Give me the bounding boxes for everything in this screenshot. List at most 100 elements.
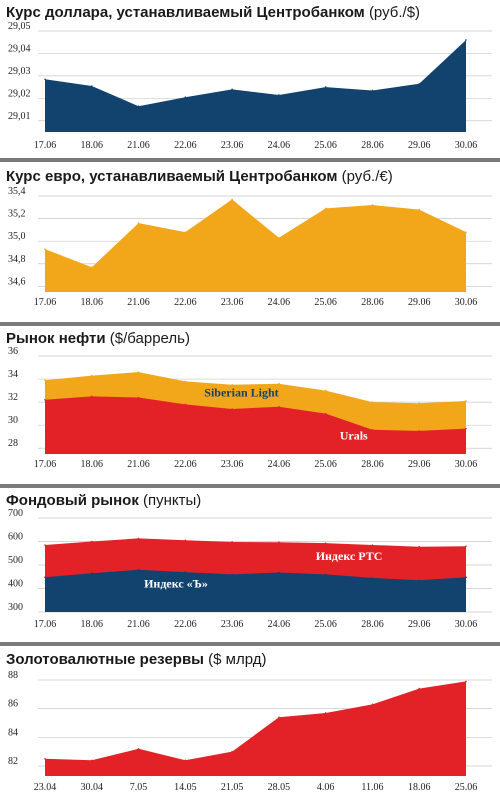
usd-rate-panel: Курс доллара, устанавливаемый Центробанк… bbox=[0, 0, 500, 158]
x-tick-label: 22.06 bbox=[174, 297, 197, 308]
data-point bbox=[324, 389, 327, 392]
data-point bbox=[324, 412, 327, 415]
x-tick-label: 7.05 bbox=[130, 782, 148, 793]
series-area-2 bbox=[45, 396, 466, 454]
data-point bbox=[418, 545, 421, 548]
series-area-1 bbox=[45, 199, 466, 292]
data-point bbox=[44, 78, 46, 81]
data-point bbox=[90, 572, 93, 575]
x-tick-label: 25.06 bbox=[314, 297, 337, 308]
data-point bbox=[418, 430, 421, 432]
x-tick-label: 18.06 bbox=[81, 140, 104, 151]
x-tick-label: 30.06 bbox=[455, 459, 478, 470]
y-tick-label: 29,01 bbox=[8, 111, 31, 122]
y-tick-label: 29,04 bbox=[8, 43, 31, 54]
data-point bbox=[324, 573, 327, 576]
x-tick-label: 18.06 bbox=[408, 782, 431, 793]
x-tick-label: 23.06 bbox=[221, 140, 244, 151]
data-point bbox=[324, 207, 327, 210]
data-point bbox=[465, 576, 467, 579]
panel-divider bbox=[0, 642, 500, 646]
chart-title-main: Золотовалютные резервы bbox=[6, 651, 208, 668]
data-point bbox=[90, 374, 93, 377]
data-point bbox=[278, 236, 280, 239]
data-point bbox=[137, 371, 140, 373]
data-point bbox=[184, 231, 187, 233]
series-label: Индекс «Ъ» bbox=[144, 577, 208, 591]
data-point bbox=[371, 204, 374, 206]
data-point bbox=[44, 248, 46, 250]
data-point bbox=[184, 539, 187, 542]
data-point bbox=[278, 405, 280, 408]
x-tick-label: 14.05 bbox=[174, 782, 197, 793]
chart-title: Курс евро, устанавливаемый Центробанком … bbox=[6, 168, 393, 185]
eur-rate-chart: Курс евро, устанавливаемый Центробанком … bbox=[6, 168, 492, 308]
data-point bbox=[90, 759, 93, 762]
x-tick-label: 23.06 bbox=[221, 459, 244, 470]
y-tick-label: 88 bbox=[8, 670, 18, 681]
data-point bbox=[324, 86, 327, 88]
data-point bbox=[231, 198, 233, 201]
data-point bbox=[278, 541, 280, 544]
data-point bbox=[324, 542, 327, 544]
x-tick-label: 23.06 bbox=[221, 619, 244, 630]
y-tick-label: 700 bbox=[8, 508, 23, 519]
data-point bbox=[465, 39, 467, 41]
data-point bbox=[231, 408, 233, 410]
y-tick-label: 84 bbox=[8, 727, 18, 738]
data-point bbox=[184, 571, 187, 573]
x-tick-label: 29.06 bbox=[408, 140, 431, 151]
stock-market-chart: Фондовый рынок (пункты)700600500400300Ин… bbox=[6, 492, 492, 630]
panel-divider bbox=[0, 322, 500, 326]
data-point bbox=[184, 380, 187, 383]
data-point bbox=[184, 96, 187, 99]
y-tick-label: 400 bbox=[8, 579, 23, 590]
y-tick-label: 600 bbox=[8, 532, 23, 543]
series-area-2 bbox=[45, 569, 466, 612]
y-tick-label: 28 bbox=[8, 438, 18, 449]
y-tick-label: 300 bbox=[8, 602, 23, 613]
y-tick-label: 34,8 bbox=[8, 254, 26, 265]
data-point bbox=[418, 82, 421, 85]
x-tick-label: 30.04 bbox=[81, 782, 104, 793]
x-tick-label: 21.05 bbox=[221, 782, 244, 793]
panel-divider bbox=[0, 484, 500, 488]
x-tick-label: 22.06 bbox=[174, 140, 197, 151]
x-tick-label: 17.06 bbox=[34, 459, 57, 470]
chart-title: Рынок нефти ($/баррель) bbox=[6, 330, 190, 347]
chart-title-unit: (пункты) bbox=[143, 492, 201, 509]
x-tick-label: 30.06 bbox=[455, 297, 478, 308]
data-point bbox=[90, 540, 93, 543]
data-point bbox=[184, 403, 187, 406]
x-tick-label: 23.04 bbox=[34, 782, 57, 793]
chart-title-main: Фондовый рынок bbox=[6, 492, 143, 509]
data-point bbox=[137, 222, 140, 224]
y-tick-label: 32 bbox=[8, 392, 18, 403]
x-tick-label: 24.06 bbox=[268, 459, 291, 470]
x-tick-label: 21.06 bbox=[127, 140, 150, 151]
data-point bbox=[90, 395, 93, 398]
series-label: Urals bbox=[340, 428, 368, 442]
data-point bbox=[324, 712, 327, 714]
data-point bbox=[465, 400, 467, 402]
y-tick-label: 86 bbox=[8, 699, 18, 710]
y-tick-label: 29,03 bbox=[8, 66, 31, 77]
data-point bbox=[371, 703, 374, 706]
data-point bbox=[44, 399, 46, 401]
data-point bbox=[418, 687, 421, 690]
data-point bbox=[278, 382, 280, 385]
y-tick-label: 35,2 bbox=[8, 209, 26, 220]
data-point bbox=[231, 541, 233, 543]
x-tick-label: 29.06 bbox=[408, 619, 431, 630]
data-point bbox=[90, 266, 93, 268]
y-tick-label: 30 bbox=[8, 415, 18, 426]
series-area-1 bbox=[45, 681, 466, 776]
y-tick-label: 34 bbox=[8, 369, 18, 380]
chart-title: Фондовый рынок (пункты) bbox=[6, 492, 201, 509]
data-point bbox=[137, 396, 140, 399]
chart-title: Золотовалютные резервы ($ млрд) bbox=[6, 651, 266, 668]
x-tick-label: 28.06 bbox=[361, 297, 384, 308]
x-tick-label: 17.06 bbox=[34, 140, 57, 151]
series-label: Индекс РТС bbox=[316, 549, 383, 563]
x-tick-label: 28.06 bbox=[361, 140, 384, 151]
